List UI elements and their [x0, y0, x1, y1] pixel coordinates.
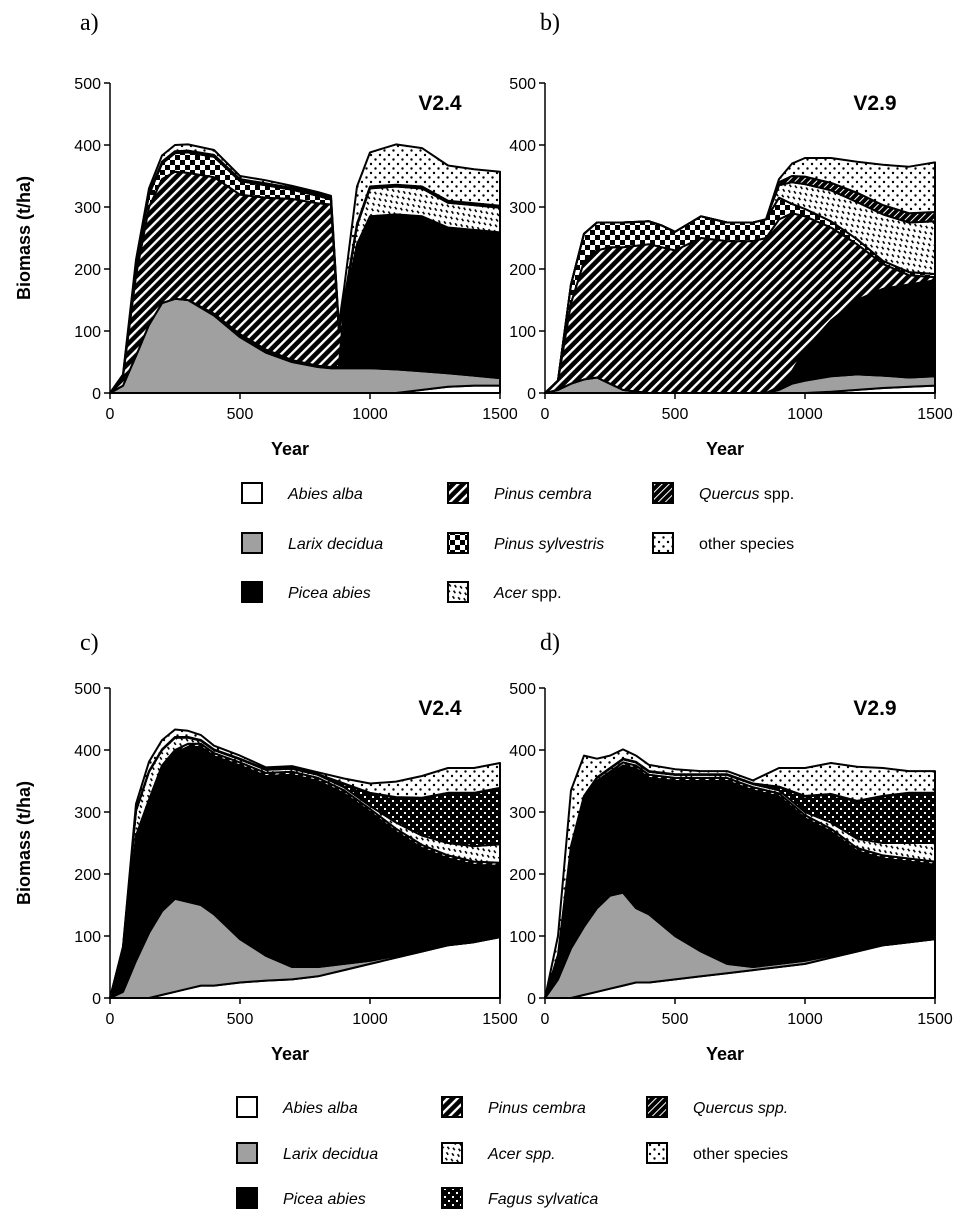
area-other-species	[544, 157, 936, 394]
legend-swatch	[236, 1187, 258, 1209]
legend-label: Pinus cembra	[488, 1100, 586, 1117]
x-tick-label: 1000	[352, 1011, 388, 1028]
y-tick-label: 200	[74, 262, 101, 279]
legend-label: Pinus cembra	[494, 486, 592, 503]
legend-label: Quercus spp.	[693, 1100, 788, 1117]
chart-panel-b: 0 100 200 300 400 500 0 500 1000 1500 Year V2.9	[509, 76, 953, 459]
x-tick-label: 1000	[787, 406, 823, 423]
y-tick-label: 300	[74, 200, 101, 217]
legend-label: Picea abies	[288, 585, 371, 602]
x-axis-title: Year	[706, 1044, 744, 1064]
x-tick-label: 500	[662, 406, 689, 423]
legend-label: Abies alba	[282, 1100, 358, 1117]
chart-panel-d: 0 100 200 300 400 500 0 500 1000 1500 Year V2.9	[509, 681, 953, 1064]
y-axis-title: Biomass (t/ha)	[14, 176, 34, 300]
x-tick-label: 1500	[917, 406, 953, 423]
x-tick-label: 500	[662, 1011, 689, 1028]
version-label: V2.9	[853, 697, 896, 720]
y-tick-label: 500	[74, 681, 101, 698]
legend-label: Acer spp.	[493, 585, 562, 602]
panel-label-d: d)	[540, 630, 560, 656]
version-label: V2.4	[418, 697, 462, 720]
legend-swatch	[441, 1096, 463, 1118]
chart-panel-a: 0 100 200 300 400 500 0 500 1000 1500 Year Biomass …	[14, 76, 518, 459]
y-tick-label: 500	[509, 681, 536, 698]
x-tick-label: 0	[541, 406, 550, 423]
x-tick-label: 1000	[352, 406, 388, 423]
x-tick-label: 1500	[482, 406, 518, 423]
x-tick-label: 1000	[787, 1011, 823, 1028]
y-tick-label: 300	[509, 805, 536, 822]
y-tick-label: 400	[509, 743, 536, 760]
y-tick-label: 200	[509, 867, 536, 884]
legend-label: Picea abies	[283, 1191, 366, 1208]
y-tick-label: 500	[74, 76, 101, 93]
y-tick-label: 400	[74, 743, 101, 760]
y-tick-label: 200	[509, 262, 536, 279]
y-tick-label: 0	[527, 386, 536, 403]
panel-label-c: c)	[80, 630, 99, 656]
y-tick-label: 0	[92, 991, 101, 1008]
legend-bottom: Abies alba Larix decidua Picea abies Pinus …	[236, 1096, 788, 1209]
legend-label: Fagus sylvatica	[488, 1191, 598, 1208]
legend-swatch	[441, 1142, 463, 1164]
x-tick-label: 0	[106, 406, 115, 423]
x-axis-title: Year	[271, 1044, 309, 1064]
legend-swatch	[646, 1142, 668, 1164]
version-label: V2.9	[853, 92, 896, 115]
x-tick-label: 1500	[482, 1011, 518, 1028]
legend-label: other species	[693, 1146, 788, 1163]
x-axis-title: Year	[271, 439, 309, 459]
legend-top: Abies alba Larix decidua Picea abies Pinus …	[241, 482, 794, 603]
y-tick-label: 400	[509, 138, 536, 155]
y-tick-label: 300	[509, 200, 536, 217]
legend-swatch	[652, 532, 674, 554]
area-other-species	[109, 143, 501, 394]
version-label: V2.4	[418, 92, 462, 115]
legend-swatch	[646, 1096, 668, 1118]
chart-panel-c: 0 100 200 300 400 500 0 500 1000 1500 Year Biomass …	[14, 681, 518, 1064]
legend-swatch	[441, 1187, 463, 1209]
area-other-species	[544, 748, 936, 999]
y-tick-label: 100	[509, 929, 536, 946]
legend-label: Larix decidua	[288, 536, 383, 553]
panel-label-a: a)	[80, 10, 99, 36]
legend-swatch	[236, 1142, 258, 1164]
legend-label: Larix decidua	[283, 1146, 378, 1163]
legend-label: Acer spp.	[487, 1146, 556, 1163]
y-axis-title: Biomass (t/ha)	[14, 781, 34, 905]
y-tick-label: 0	[92, 386, 101, 403]
legend-swatch	[241, 482, 263, 504]
legend-label: Pinus sylvestris	[494, 536, 604, 553]
x-axis-title: Year	[706, 439, 744, 459]
x-tick-label: 0	[106, 1011, 115, 1028]
y-tick-label: 100	[74, 929, 101, 946]
x-tick-label: 0	[541, 1011, 550, 1028]
y-tick-label: 100	[509, 324, 536, 341]
legend-label: Quercus spp.	[699, 486, 794, 503]
x-tick-label: 500	[227, 1011, 254, 1028]
legend-swatch	[447, 482, 469, 504]
y-tick-label: 500	[509, 76, 536, 93]
y-tick-label: 200	[74, 867, 101, 884]
panel-label-b: b)	[540, 10, 560, 36]
x-tick-label: 1500	[917, 1011, 953, 1028]
legend-label: Abies alba	[287, 486, 363, 503]
y-tick-label: 100	[74, 324, 101, 341]
legend-swatch	[447, 581, 469, 603]
y-tick-label: 0	[527, 991, 536, 1008]
x-tick-label: 500	[227, 406, 254, 423]
y-tick-label: 400	[74, 138, 101, 155]
legend-swatch	[241, 532, 263, 554]
area-other-species	[109, 728, 501, 999]
legend-swatch	[236, 1096, 258, 1118]
y-tick-label: 300	[74, 805, 101, 822]
legend-swatch	[241, 581, 263, 603]
legend-swatch	[652, 482, 674, 504]
legend-label: other species	[699, 536, 794, 553]
legend-swatch	[447, 532, 469, 554]
